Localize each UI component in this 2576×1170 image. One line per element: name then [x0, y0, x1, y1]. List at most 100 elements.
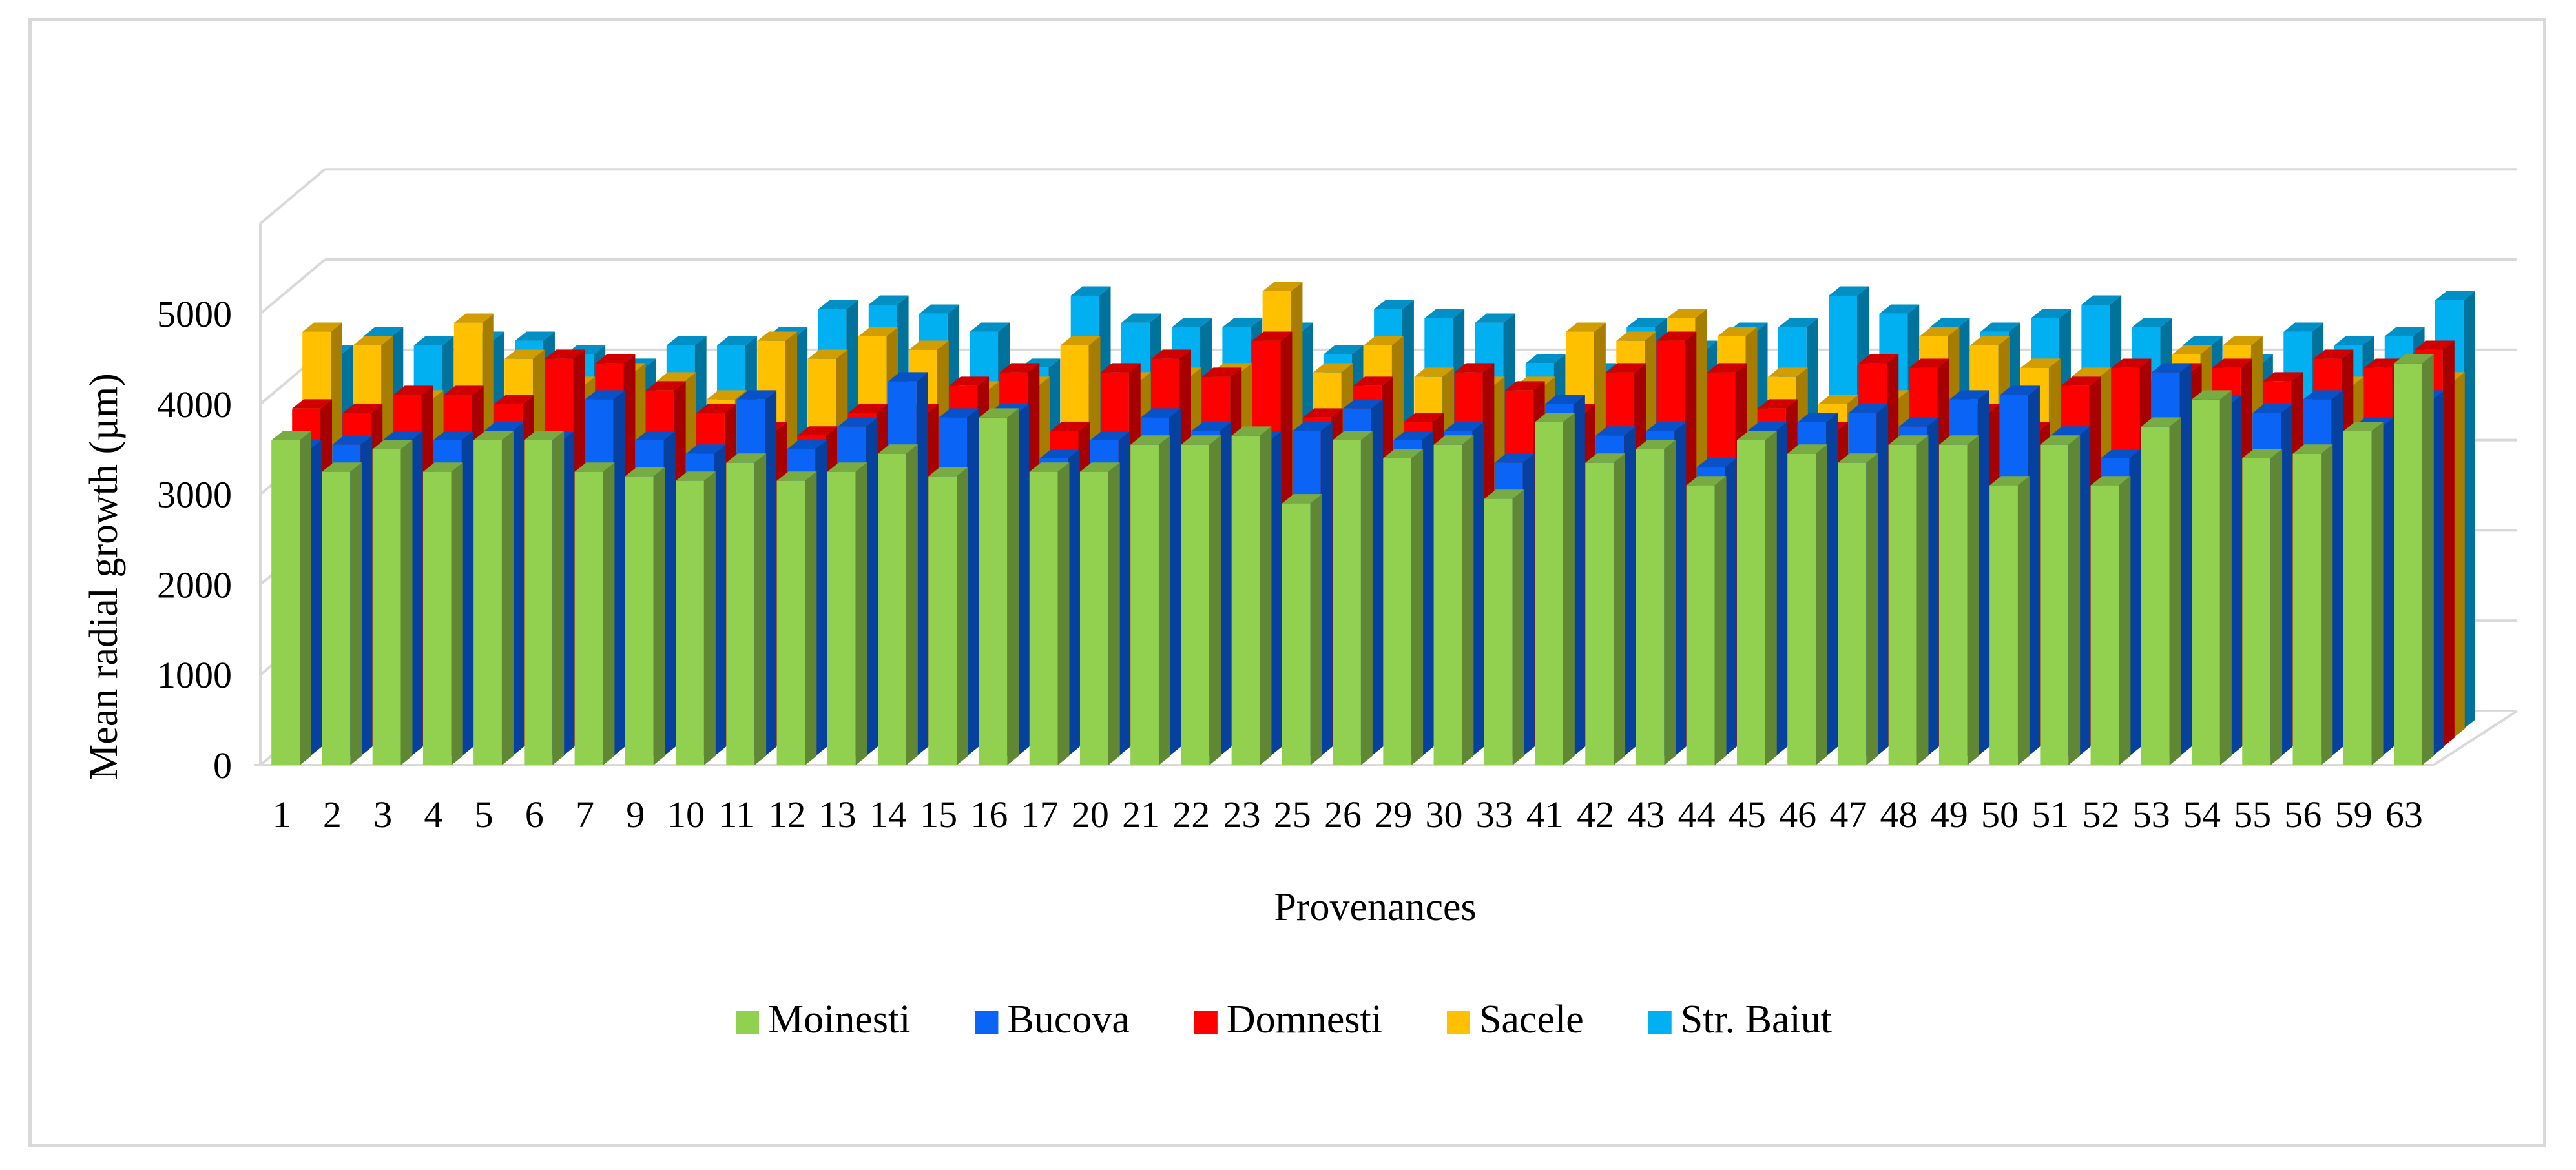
bar-moinesti-48 [1888, 435, 1929, 765]
bar-moinesti-26 [1333, 431, 1373, 765]
bar-moinesti-44 [1686, 476, 1727, 765]
x-tick-label: 50 [1981, 794, 2019, 836]
bar-moinesti-33 [1484, 489, 1524, 765]
bar-moinesti-43 [1636, 440, 1676, 765]
bar-moinesti-17 [1029, 462, 1070, 765]
legend-swatch [1194, 1011, 1218, 1034]
bar-moinesti-59 [2343, 422, 2384, 765]
x-tick-label: 12 [768, 794, 805, 836]
x-tick-label: 11 [718, 794, 754, 836]
legend-swatch [736, 1011, 759, 1034]
x-tick-label: 2 [323, 794, 342, 836]
bar-moinesti-54 [2192, 390, 2232, 765]
x-tick-label: 15 [920, 794, 957, 836]
x-tick-label: 25 [1274, 794, 1311, 836]
x-tick-label: 4 [424, 794, 442, 836]
x-tick-label: 10 [667, 794, 705, 836]
x-tick-label: 63 [2385, 794, 2423, 836]
legend-swatch [975, 1011, 999, 1034]
bar-moinesti-25 [1282, 494, 1322, 765]
x-axis-label: Provenances [1274, 885, 1476, 929]
bar-moinesti-46 [1787, 444, 1827, 765]
bar-moinesti-55 [2242, 449, 2283, 765]
x-tick-label: 30 [1425, 794, 1462, 836]
bar-moinesti-29 [1383, 449, 1424, 765]
x-tick-label: 6 [525, 794, 544, 836]
y-tick-label: 5000 [157, 293, 232, 335]
bar-moinesti-45 [1736, 431, 1777, 765]
x-tick-label: 45 [1729, 794, 1766, 836]
bar-moinesti-14 [878, 444, 918, 765]
x-tick-label: 33 [1476, 794, 1513, 836]
x-tick-label: 3 [373, 794, 392, 836]
x-tick-label: 44 [1678, 794, 1716, 836]
x-tick-label: 43 [1627, 794, 1665, 836]
bar-moinesti-9 [625, 467, 665, 765]
x-tick-label: 5 [475, 794, 493, 836]
bar-moinesti-41 [1535, 413, 1575, 765]
bar-moinesti-50 [1989, 476, 2030, 765]
bar-moinesti-20 [1079, 462, 1120, 765]
x-tick-label: 16 [970, 794, 1008, 836]
bar-moinesti-52 [2090, 476, 2131, 765]
y-tick-label: 3000 [157, 474, 232, 516]
bar-moinesti-53 [2141, 417, 2181, 765]
bar-moinesti-42 [1585, 453, 1626, 765]
legend-label: Bucova [1007, 998, 1129, 1042]
y-tick-label: 2000 [157, 564, 232, 606]
x-tick-label: 23 [1223, 794, 1261, 836]
x-tick-label: 1 [273, 794, 291, 836]
x-tick-label: 42 [1577, 794, 1614, 836]
bar-moinesti-15 [928, 467, 969, 765]
x-tick-label: 26 [1324, 794, 1362, 836]
bar-moinesti-6 [524, 431, 565, 765]
bar-moinesti-2 [322, 462, 362, 765]
x-tick-label: 54 [2183, 794, 2221, 836]
x-tick-label: 52 [2082, 794, 2119, 836]
y-tick-label: 4000 [157, 384, 232, 426]
x-tick-label: 7 [576, 794, 594, 836]
x-tick-label: 13 [819, 794, 857, 836]
bar-moinesti-7 [574, 462, 615, 765]
y-axis-ticks: 0 1000 2000 3000 4000 5000 [157, 293, 232, 786]
bar-moinesti-4 [422, 462, 463, 765]
legend-label: Str. Baiut [1681, 998, 1832, 1042]
x-tick-label: 49 [1931, 794, 1968, 836]
x-tick-label: 41 [1526, 794, 1564, 836]
x-tick-label: 46 [1779, 794, 1816, 836]
bar-moinesti-63 [2393, 354, 2434, 765]
legend-swatch [1446, 1011, 1470, 1034]
x-tick-label: 59 [2335, 794, 2373, 836]
x-tick-label: 20 [1072, 794, 1109, 836]
x-tick-label: 9 [626, 794, 645, 836]
bar-moinesti-16 [979, 408, 1019, 765]
bar-moinesti-5 [473, 431, 514, 765]
y-axis-label: Mean radial growth (µm) [82, 373, 126, 780]
bar-moinesti-30 [1433, 435, 1474, 765]
bar-moinesti-13 [827, 462, 867, 765]
legend: Moinesti Bucova Domnesti Sacele Str. Baiut [736, 998, 1832, 1042]
x-tick-label: 17 [1021, 794, 1059, 836]
legend-item-sacele: Sacele [1446, 998, 1584, 1042]
x-tick-label: 56 [2284, 794, 2322, 836]
y-tick-label: 1000 [157, 654, 232, 696]
x-tick-label: 29 [1375, 794, 1412, 836]
legend-item-moinesti: Moinesti [736, 998, 910, 1042]
legend-item-bucova: Bucova [975, 998, 1130, 1042]
bar-moinesti-22 [1181, 435, 1221, 765]
x-tick-label: 21 [1122, 794, 1159, 836]
legend-label: Domnesti [1227, 998, 1382, 1042]
bar-moinesti-21 [1130, 435, 1170, 765]
chart-bars [271, 282, 2475, 765]
legend-label: Moinesti [768, 998, 910, 1042]
x-tick-label: 47 [1829, 794, 1867, 836]
bar-moinesti-47 [1838, 453, 1878, 765]
chart-frame: 0 1000 2000 3000 4000 5000 1 2 3 4 5 6 7 9 10 11 12 13 14… [28, 18, 2546, 1147]
bar-moinesti-10 [676, 471, 716, 765]
x-tick-label: 53 [2133, 794, 2170, 836]
bar-moinesti-12 [776, 471, 817, 765]
bar-moinesti-11 [726, 453, 767, 765]
x-tick-label: 14 [869, 794, 907, 836]
bar-moinesti-1 [271, 431, 312, 765]
